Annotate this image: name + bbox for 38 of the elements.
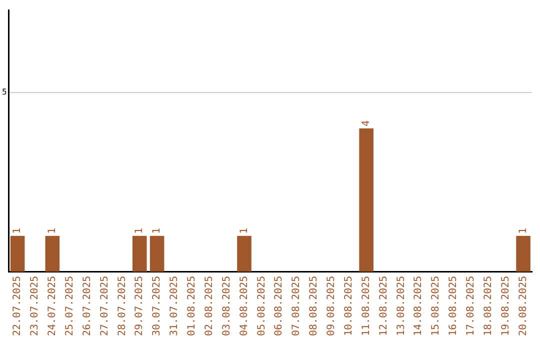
- data-label: 1: [518, 228, 529, 234]
- x-tick-label: 08.08.2025: [308, 276, 320, 336]
- x-tick-label: 11.08.2025: [360, 276, 372, 336]
- y-tick-label: 5: [2, 88, 7, 97]
- x-tick-label: 28.07.2025: [116, 276, 128, 336]
- x-tick-label: 12.08.2025: [378, 276, 390, 336]
- x-tick-label: 19.08.2025: [500, 276, 512, 336]
- x-tick-label: 13.08.2025: [396, 276, 407, 336]
- x-tick-label: 15.08.2025: [430, 276, 442, 336]
- x-tick-label: 03.08.2025: [221, 276, 232, 336]
- x-tick-label: 31.07.2025: [169, 276, 180, 336]
- x-tick-label: 26.07.2025: [82, 276, 93, 336]
- x-tick-label: 05.08.2025: [256, 276, 268, 336]
- data-label: 1: [134, 228, 146, 234]
- x-tick-label: 14.08.2025: [413, 276, 424, 336]
- data-label: 1: [12, 228, 24, 234]
- x-tick-label: 23.07.2025: [30, 276, 41, 336]
- x-tick-label: 02.08.2025: [204, 276, 215, 336]
- x-tick-label: 20.08.2025: [518, 276, 529, 336]
- x-tick-label: 10.08.2025: [343, 276, 354, 336]
- x-tick-label: 17.08.2025: [466, 276, 477, 336]
- x-tick-label: 27.07.2025: [99, 276, 110, 336]
- x-tick-label: 18.08.2025: [482, 276, 494, 336]
- data-label: 1: [238, 228, 250, 234]
- data-label: 1: [152, 228, 163, 234]
- x-tick-label: 09.08.2025: [326, 276, 338, 336]
- data-label: 4: [360, 120, 372, 126]
- x-tick-label: 06.08.2025: [274, 276, 285, 336]
- x-tick-label: 04.08.2025: [238, 276, 250, 336]
- x-tick-label: 07.08.2025: [291, 276, 302, 336]
- x-tick-label: 30.07.2025: [152, 276, 163, 336]
- data-label: 1: [47, 228, 58, 234]
- x-tick-label: 01.08.2025: [186, 276, 198, 336]
- x-tick-label: 16.08.2025: [448, 276, 460, 336]
- x-tick-label: 25.07.2025: [64, 276, 76, 336]
- x-tick-label: 24.07.2025: [47, 276, 58, 336]
- x-tick-label: 22.07.2025: [12, 276, 24, 336]
- x-tick-label: 29.07.2025: [134, 276, 146, 336]
